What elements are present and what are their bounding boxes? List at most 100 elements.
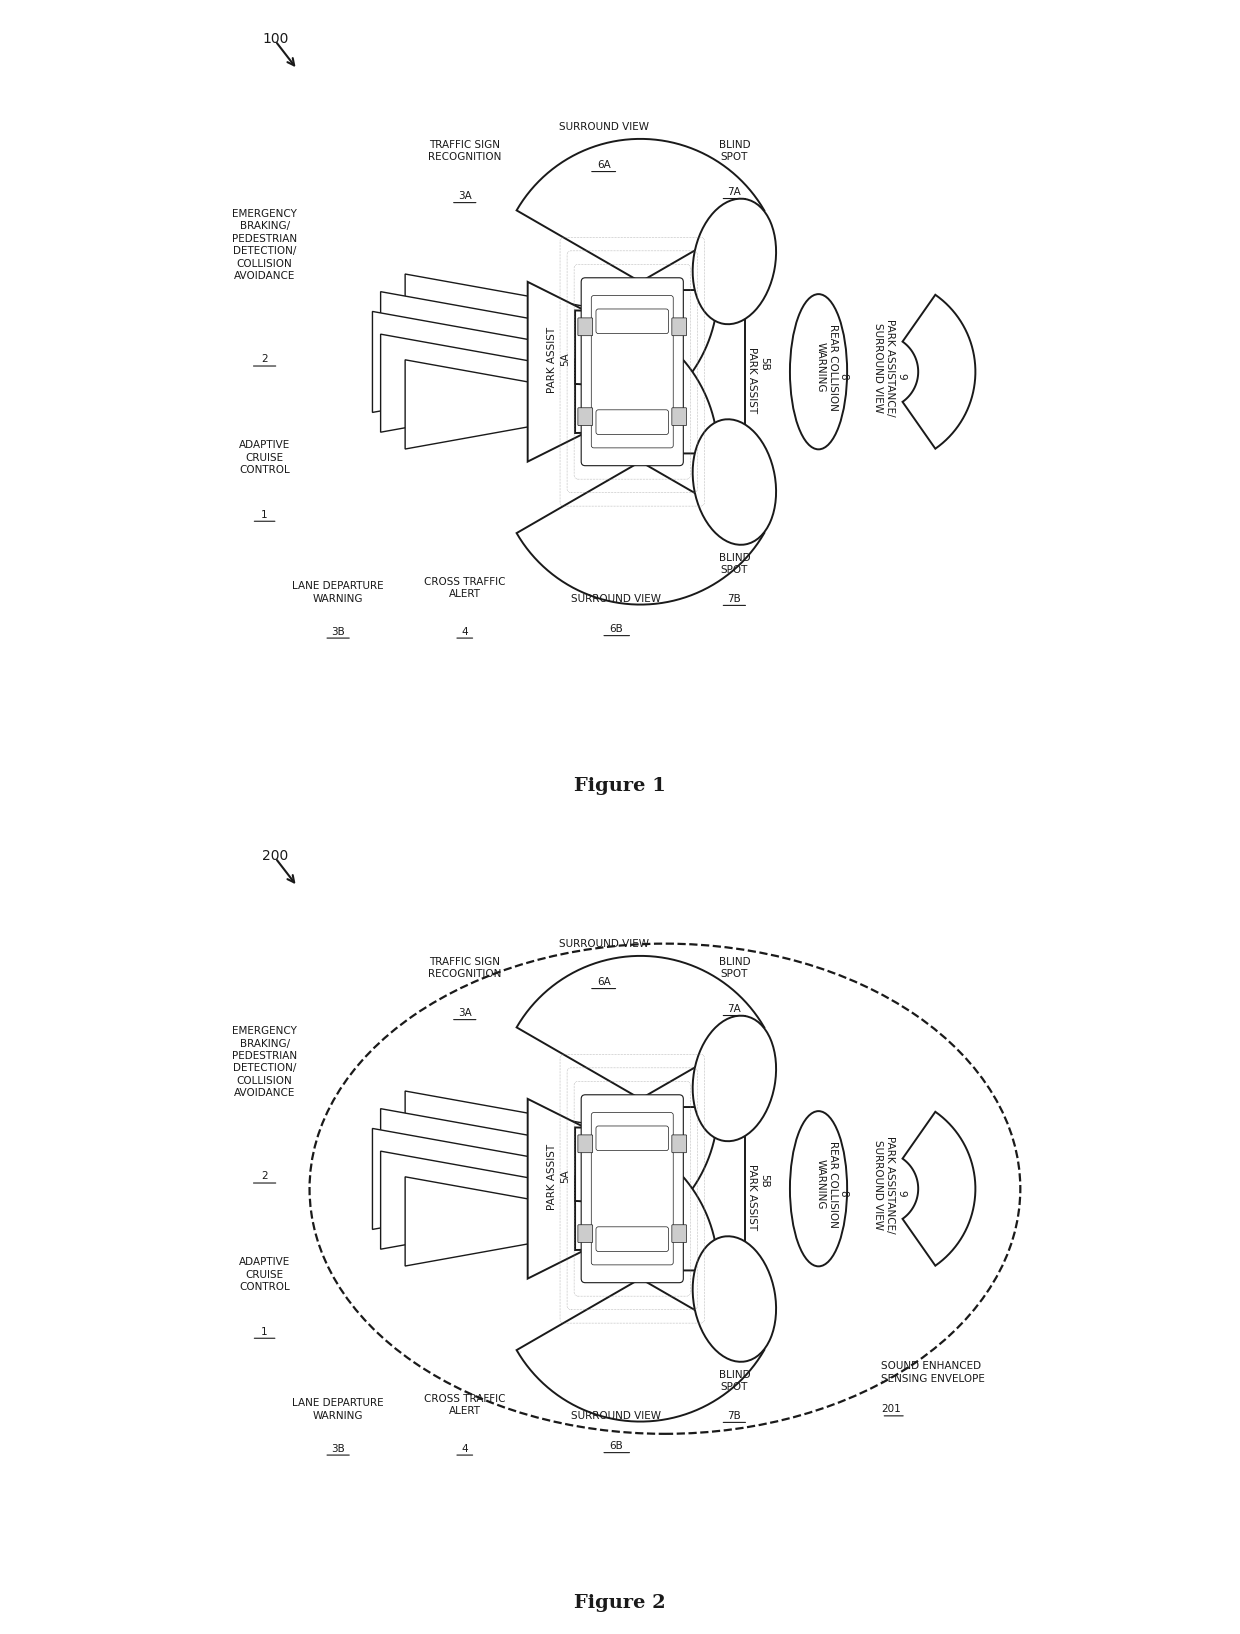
Polygon shape [575,291,718,433]
Polygon shape [381,1150,585,1248]
Text: 3A: 3A [458,191,471,201]
Text: EMERGENCY
BRAKING/
PEDESTRIAN
DETECTION/
COLLISION
AVOIDANCE: EMERGENCY BRAKING/ PEDESTRIAN DETECTION/… [232,209,298,281]
FancyBboxPatch shape [596,410,668,435]
Text: 5B: 5B [760,1173,770,1188]
Text: 6A: 6A [596,977,610,987]
Text: 10: 10 [626,379,639,389]
Polygon shape [528,283,585,462]
FancyBboxPatch shape [578,1136,593,1152]
Text: REAR COLLISION
WARNING: REAR COLLISION WARNING [816,1141,838,1229]
Polygon shape [688,283,745,462]
Polygon shape [517,1278,764,1422]
Text: 100: 100 [262,33,289,46]
Ellipse shape [790,1111,847,1266]
Ellipse shape [693,199,776,324]
Text: BLIND
SPOT: BLIND SPOT [718,958,750,979]
Text: CROSS TRAFFIC
ALERT: CROSS TRAFFIC ALERT [424,577,506,600]
Text: 201: 201 [882,1404,901,1415]
Text: TRAFFIC SIGN
RECOGNITION: TRAFFIC SIGN RECOGNITION [428,141,501,162]
Text: 7A: 7A [728,1003,742,1015]
Polygon shape [575,1108,718,1250]
Text: PARK ASSISTANCE/
SURROUND VIEW: PARK ASSISTANCE/ SURROUND VIEW [873,1136,895,1234]
Text: 3A: 3A [458,1008,471,1018]
Polygon shape [903,294,976,449]
Text: REAR COLLISION
WARNING: REAR COLLISION WARNING [816,324,838,412]
Text: 6A: 6A [596,160,610,170]
Text: 3B: 3B [331,1443,345,1454]
Text: Figure 2: Figure 2 [574,1593,666,1613]
FancyBboxPatch shape [672,408,687,425]
Text: 8: 8 [838,373,848,379]
Text: 6B: 6B [609,1441,622,1451]
Text: 9: 9 [897,1190,906,1196]
Polygon shape [528,1100,585,1278]
Text: LANE DEPARTURE
WARNING: LANE DEPARTURE WARNING [293,582,384,603]
Polygon shape [381,291,585,391]
Polygon shape [405,359,585,449]
Text: PARK ASSISTANCE/
SURROUND VIEW: PARK ASSISTANCE/ SURROUND VIEW [873,319,895,417]
Text: 7B: 7B [728,1410,742,1422]
Text: 7B: 7B [728,593,742,605]
Polygon shape [575,310,718,454]
Text: 4: 4 [461,1443,467,1454]
Text: ADAPTIVE
CRUISE
CONTROL: ADAPTIVE CRUISE CONTROL [239,1257,290,1292]
Text: 2: 2 [262,1172,268,1181]
FancyBboxPatch shape [578,319,593,335]
Text: ADAPTIVE
CRUISE
CONTROL: ADAPTIVE CRUISE CONTROL [239,440,290,475]
Polygon shape [381,1108,585,1206]
FancyBboxPatch shape [578,1226,593,1242]
Text: BLIND
SPOT: BLIND SPOT [718,552,750,575]
Text: PARK ASSIST: PARK ASSIST [547,327,557,392]
Ellipse shape [693,420,776,544]
Text: PARK ASSIST: PARK ASSIST [748,346,758,413]
Text: BLIND
SPOT: BLIND SPOT [718,1369,750,1392]
Text: EMERGENCY
BRAKING/
PEDESTRIAN
DETECTION/
COLLISION
AVOIDANCE: EMERGENCY BRAKING/ PEDESTRIAN DETECTION/… [232,1026,298,1098]
Polygon shape [575,1127,718,1271]
Polygon shape [381,333,585,433]
Polygon shape [405,275,585,363]
Text: LANE DEPARTURE
WARNING: LANE DEPARTURE WARNING [293,1399,384,1420]
Text: 1: 1 [262,510,268,520]
FancyBboxPatch shape [591,1113,673,1265]
Text: 7A: 7A [728,186,742,198]
Text: SURROUND VIEW: SURROUND VIEW [559,121,649,132]
Text: 6B: 6B [609,624,622,634]
Text: 5A: 5A [560,353,570,366]
Ellipse shape [790,294,847,449]
Text: 5A: 5A [560,1170,570,1183]
FancyBboxPatch shape [578,408,593,425]
Polygon shape [517,139,764,283]
Text: Figure 1: Figure 1 [574,776,666,796]
Text: 9: 9 [897,373,906,379]
Text: 5B: 5B [760,356,770,371]
Text: SURROUND VIEW: SURROUND VIEW [570,1410,661,1422]
Polygon shape [405,1176,585,1266]
Polygon shape [517,462,764,605]
Text: PARK ASSIST: PARK ASSIST [547,1144,557,1209]
Text: SURROUND VIEW: SURROUND VIEW [570,593,661,605]
Text: 20: 20 [626,1196,639,1206]
Polygon shape [405,1092,585,1180]
FancyBboxPatch shape [591,296,673,448]
Polygon shape [517,956,764,1100]
Ellipse shape [693,1237,776,1361]
Text: SURROUND VIEW: SURROUND VIEW [559,938,649,949]
FancyBboxPatch shape [582,278,683,466]
FancyBboxPatch shape [596,309,668,333]
Text: 8: 8 [838,1190,848,1196]
Polygon shape [903,1111,976,1266]
Text: 200: 200 [262,850,289,863]
Text: 2: 2 [262,355,268,364]
Text: VEHICLE: VEHICLE [610,1167,655,1178]
Polygon shape [372,312,585,412]
Text: CROSS TRAFFIC
ALERT: CROSS TRAFFIC ALERT [424,1394,506,1417]
FancyBboxPatch shape [672,1136,687,1152]
FancyBboxPatch shape [672,319,687,335]
Text: BLIND
SPOT: BLIND SPOT [718,141,750,162]
Text: 3B: 3B [331,626,345,637]
Text: PARK ASSIST: PARK ASSIST [748,1163,758,1230]
FancyBboxPatch shape [672,1226,687,1242]
FancyBboxPatch shape [596,1126,668,1150]
Text: 4: 4 [461,626,467,637]
Text: SOUND ENHANCED
SENSING ENVELOPE: SOUND ENHANCED SENSING ENVELOPE [882,1361,986,1384]
